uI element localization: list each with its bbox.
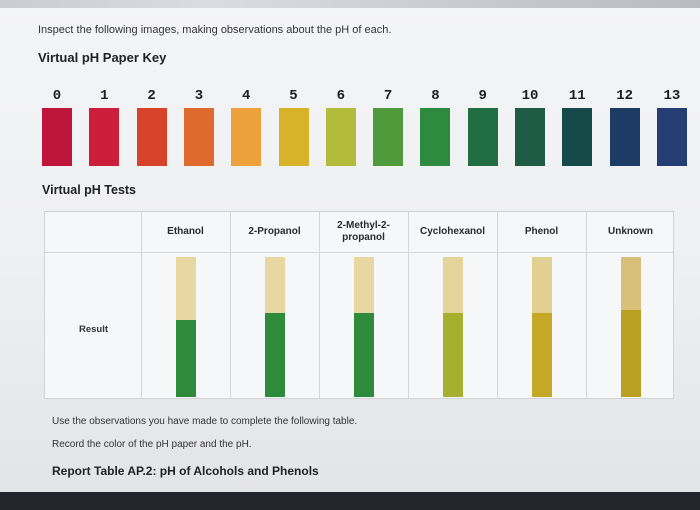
ph-test-strip bbox=[620, 257, 641, 397]
ph-test-strip bbox=[264, 257, 285, 397]
key-heading: Virtual pH Paper Key bbox=[38, 50, 167, 65]
strip-result-section bbox=[264, 313, 285, 397]
column-header: Cyclohexanol bbox=[419, 226, 486, 237]
strip-unreacted-section bbox=[264, 257, 285, 313]
instruction-2: Record the color of the pH paper and the… bbox=[52, 439, 252, 450]
column-header: Unknown bbox=[608, 226, 653, 237]
column-divider bbox=[141, 212, 142, 398]
column-header: Ethanol bbox=[167, 226, 204, 237]
ph-key-number: 8 bbox=[431, 88, 440, 104]
ph-key-number: 7 bbox=[383, 88, 393, 104]
ph-key-number: 4 bbox=[241, 88, 251, 104]
strip-unreacted-section bbox=[175, 257, 196, 320]
worksheet-page: Inspect the following images, making obs… bbox=[0, 0, 700, 492]
ph-key-number: 5 bbox=[289, 88, 298, 104]
ph-key-number: 6 bbox=[336, 88, 345, 104]
strip-unreacted-section bbox=[353, 257, 374, 313]
top-bar bbox=[0, 0, 700, 8]
ph-key-swatch bbox=[515, 108, 545, 166]
ph-key-swatch bbox=[278, 108, 309, 166]
ph-key-swatch bbox=[89, 108, 120, 166]
header-divider bbox=[45, 252, 673, 253]
strip-result-section bbox=[531, 313, 552, 397]
column-divider bbox=[319, 212, 320, 398]
result-row-label: Result bbox=[79, 324, 109, 335]
ph-key-number: 11 bbox=[568, 88, 586, 104]
strip-result-section bbox=[620, 310, 641, 397]
ph-test-strip bbox=[442, 257, 463, 397]
ph-key-number: 12 bbox=[616, 88, 633, 104]
strip-result-section bbox=[175, 320, 196, 397]
ph-key-number: 9 bbox=[478, 88, 487, 104]
ph-test-strip bbox=[175, 257, 196, 397]
strip-unreacted-section bbox=[620, 257, 641, 310]
ph-key-swatch bbox=[42, 108, 72, 166]
ph-key-swatch bbox=[136, 108, 167, 166]
ph-key-number: 13 bbox=[663, 88, 681, 104]
column-header: 2-Propanol bbox=[248, 226, 301, 237]
report-table-title: Report Table AP.2: pH of Alcohols and Ph… bbox=[52, 464, 319, 478]
ph-key-swatch bbox=[467, 108, 498, 166]
ph-test-strip bbox=[353, 257, 374, 397]
ph-key-number: 3 bbox=[194, 88, 204, 104]
column-header: Phenol bbox=[524, 226, 559, 237]
ph-key-swatch bbox=[656, 108, 687, 166]
screen-bezel bbox=[0, 492, 700, 510]
strip-unreacted-section bbox=[531, 257, 552, 313]
column-header: 2-Methyl-2- propanol bbox=[337, 220, 390, 243]
strip-unreacted-section bbox=[442, 257, 463, 313]
ph-key-swatch bbox=[325, 108, 356, 166]
ph-key-number: 10 bbox=[521, 88, 539, 104]
column-divider bbox=[586, 212, 587, 398]
strip-result-section bbox=[353, 313, 374, 397]
ph-key-swatch bbox=[373, 108, 404, 166]
ph-key-number: 1 bbox=[100, 88, 109, 104]
column-divider bbox=[408, 212, 409, 398]
ph-key-swatch bbox=[609, 108, 640, 166]
instruction-1: Use the observations you have made to co… bbox=[52, 416, 358, 427]
ph-test-strip bbox=[531, 257, 552, 397]
ph-key-swatch bbox=[183, 108, 214, 166]
ph-key-number: 0 bbox=[52, 88, 62, 104]
intro-text: Inspect the following images, making obs… bbox=[38, 24, 392, 36]
ph-key-swatch bbox=[420, 108, 451, 166]
column-divider bbox=[497, 212, 498, 398]
tests-heading: Virtual pH Tests bbox=[42, 183, 137, 197]
ph-key-number: 2 bbox=[147, 88, 156, 104]
ph-key-swatch bbox=[562, 108, 593, 166]
strip-result-section bbox=[442, 313, 463, 397]
ph-key-swatch bbox=[231, 108, 262, 166]
column-divider bbox=[230, 212, 231, 398]
ph-tests-table: Result Ethanol 2-Propanol 2-Methyl-2- prop… bbox=[44, 211, 674, 399]
